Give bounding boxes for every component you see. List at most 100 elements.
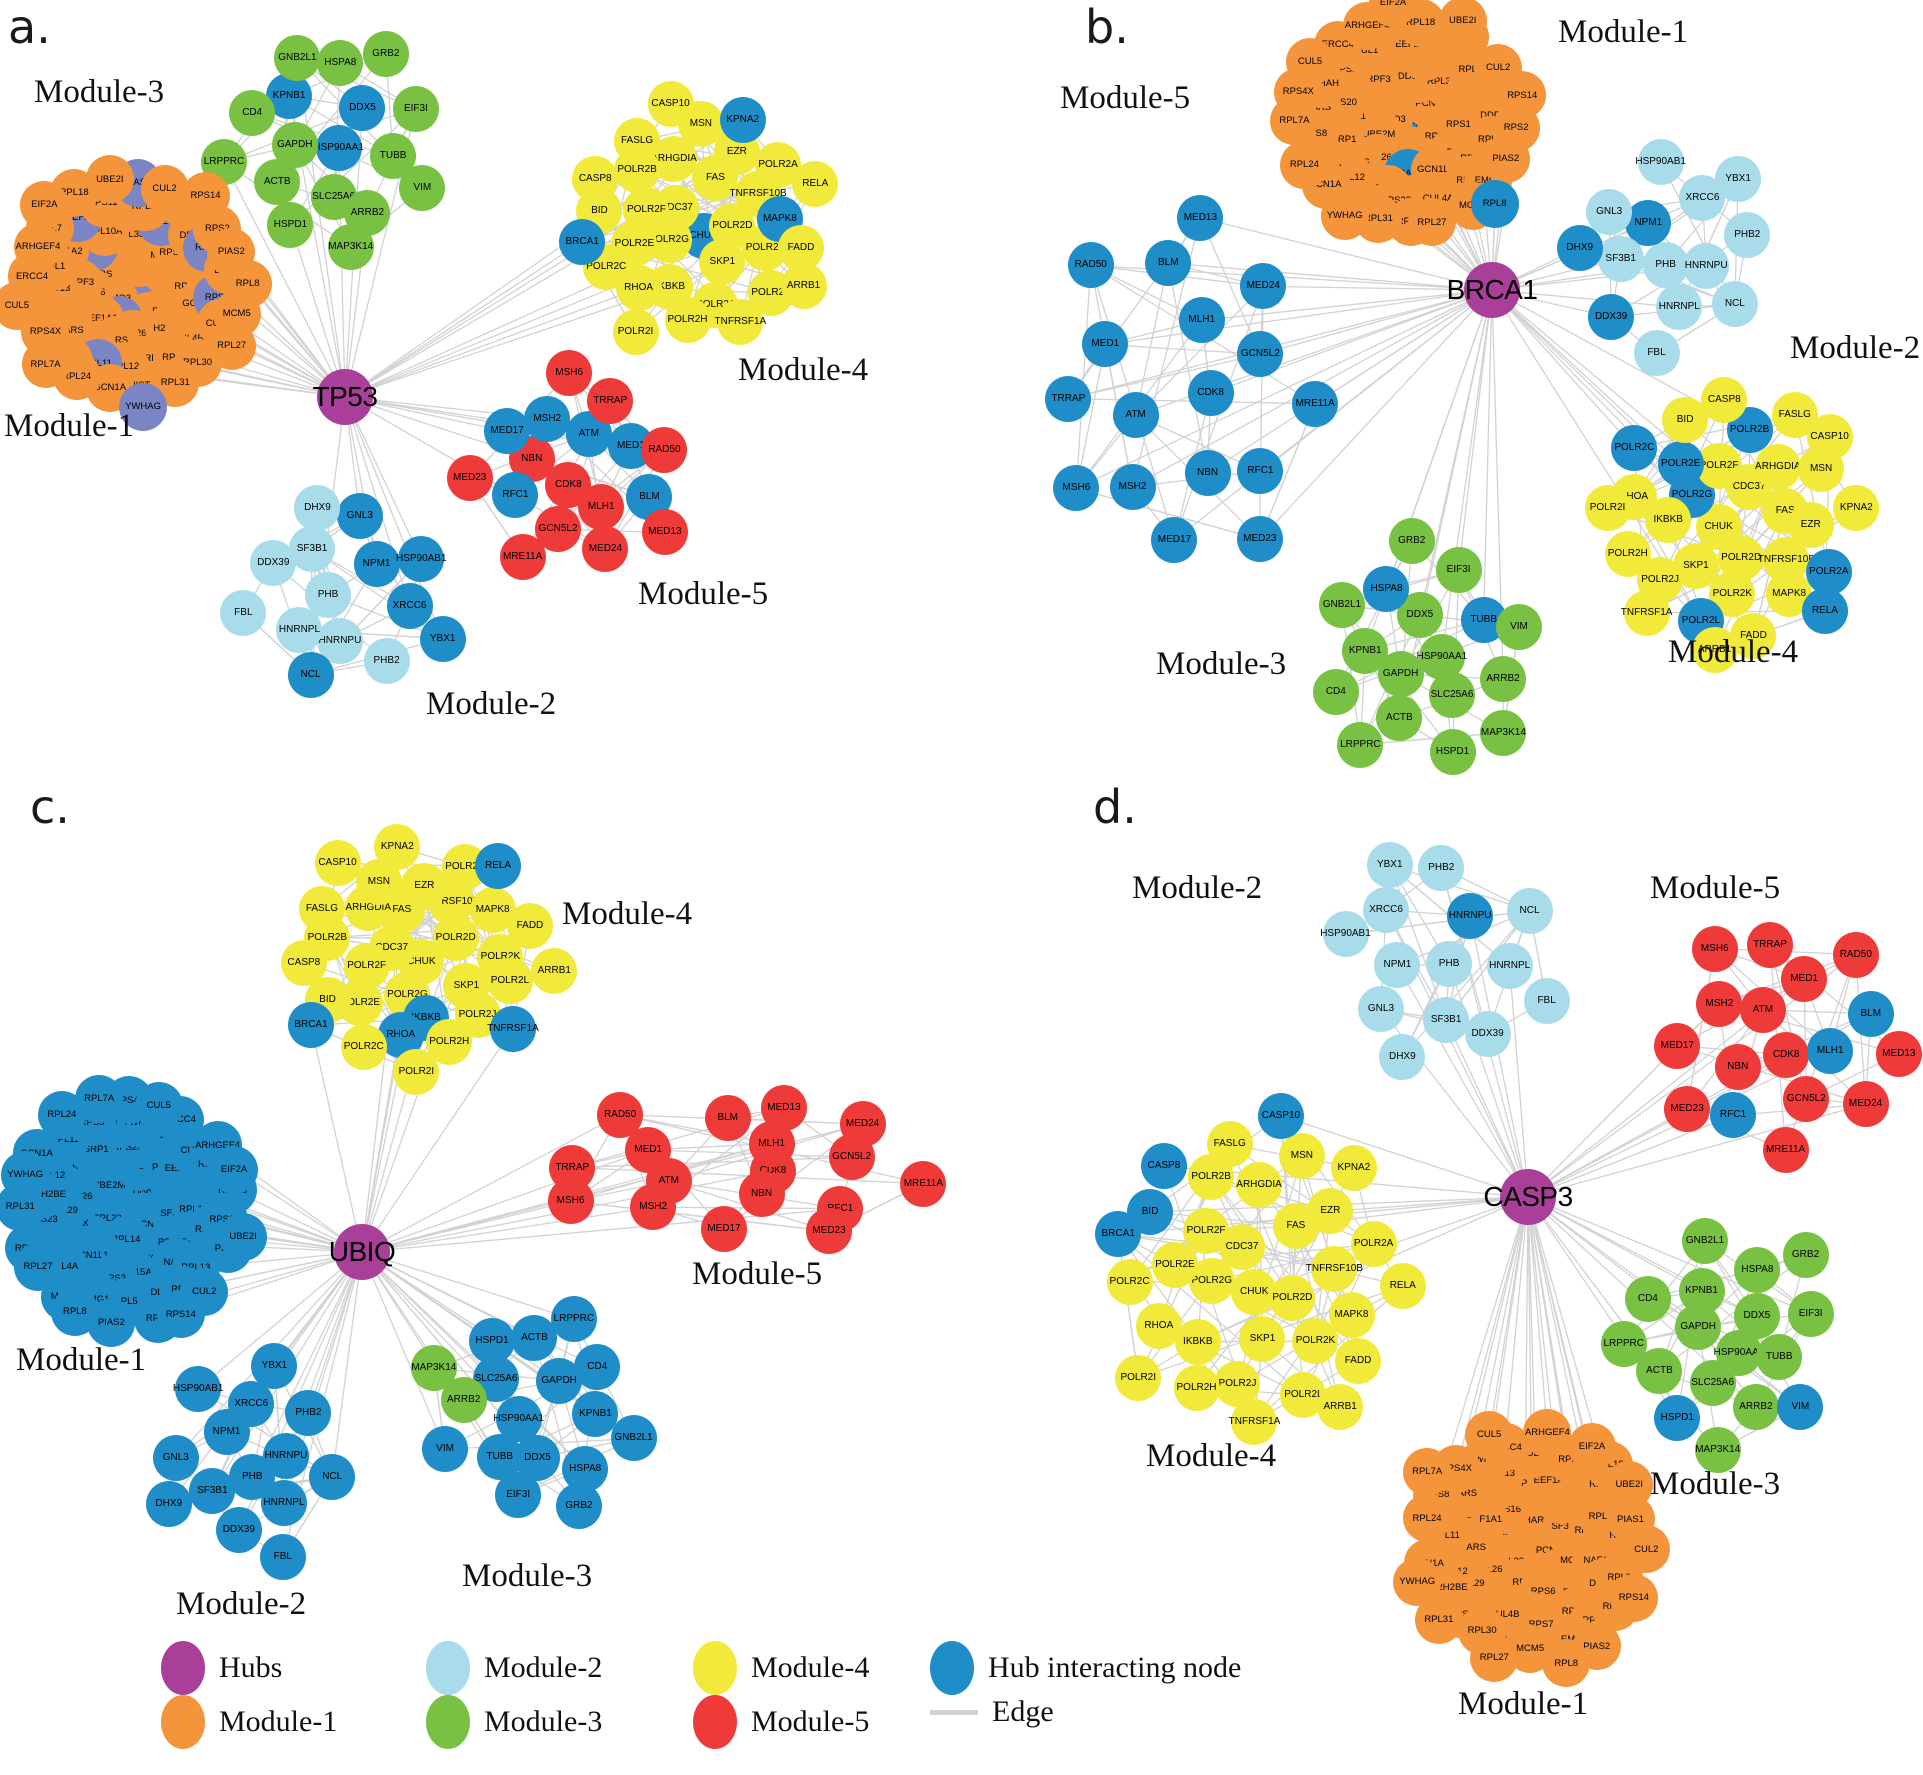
gene-node-label: MED24: [588, 542, 623, 554]
gene-node: CUL5: [1465, 1410, 1514, 1459]
gene-node-label: BID: [591, 204, 608, 216]
gene-node-label: ARHGEF4: [1524, 1427, 1570, 1439]
gene-node: YBX1: [1715, 156, 1762, 203]
gene-node-label: POLR2C: [586, 261, 627, 273]
gene-node-label: RPS4X: [113, 1094, 145, 1106]
edge: [1090, 265, 1134, 487]
gene-node: TNFRSF1A: [715, 298, 766, 345]
gene-node: POLR2I: [393, 1049, 440, 1096]
gene-node: HSP90AB1: [396, 536, 447, 583]
gene-node-label: RPS7: [204, 291, 230, 303]
edge: [1491, 289, 1680, 309]
gene-node-label: DHX9: [1566, 241, 1594, 253]
module-label: Module-2: [426, 686, 557, 722]
gene-node-label: CDK8: [1197, 387, 1224, 399]
gene-node-label: YBX1: [1376, 859, 1403, 871]
gene-node-label: RPL8: [235, 278, 260, 290]
gene-node-label: DDX39: [1471, 1027, 1504, 1039]
gene-node-label: PIAS2: [217, 246, 245, 258]
gene-node-label: RHOA: [624, 282, 654, 294]
gene-node-label: FASLG: [1213, 1138, 1246, 1150]
gene-node-label: CUL2: [192, 1285, 217, 1297]
gene-node: NCL: [287, 651, 334, 698]
gene-node-label: GRB2: [1398, 535, 1426, 547]
gene-node: POLR2G: [1188, 1258, 1235, 1305]
gene-node-label: KPNB1: [1685, 1285, 1718, 1297]
gene-node-label: MED17: [490, 425, 524, 437]
gene-node: GNB2L1: [274, 34, 321, 81]
gene-node-label: MED13: [648, 526, 682, 538]
gene-node-label: HARS: [132, 1185, 160, 1197]
gene-node-label: POLR2D: [1721, 551, 1762, 563]
gene-node: RFC1: [492, 472, 539, 519]
edge: [1201, 289, 1493, 321]
gene-node-label: GCN5L2: [1240, 348, 1280, 360]
legend-item: Module-5: [693, 1695, 869, 1749]
gene-node-label: TNFRSF10B: [1757, 553, 1816, 565]
gene-node: HNRNPL: [260, 1480, 307, 1527]
gene-node-label: MED1: [1790, 973, 1818, 985]
module-label: Module-1: [1558, 14, 1689, 50]
gene-node-label: CHUK: [689, 229, 718, 241]
gene-node-label: RPS11: [88, 197, 118, 209]
edge: [1280, 1115, 1529, 1198]
gene-node-label: TNFRSF1A: [1620, 606, 1673, 618]
gene-node: UBE2I: [219, 1212, 268, 1261]
gene-node: VIM: [399, 165, 446, 212]
gene-node-label: CUL2: [1485, 61, 1511, 73]
gene-node: SLC25A6: [1689, 1360, 1736, 1407]
gene-node-label: RELA: [1389, 1280, 1416, 1292]
gene-node-label: MRE11A: [1765, 1144, 1806, 1156]
gene-node: NCL: [1711, 281, 1758, 328]
gene-node-label: KARS: [1451, 1487, 1478, 1499]
gene-node-label: POLR2D: [1272, 1291, 1313, 1303]
gene-node-label: GNL3: [346, 509, 373, 521]
edge: [344, 396, 378, 564]
hub-node-label: UBIQ: [328, 1236, 396, 1267]
gene-node-label: GNL3: [1367, 1003, 1395, 1015]
gene-node-label: CUL4B: [1488, 1608, 1520, 1620]
gene-node: HNRNPL: [1656, 284, 1703, 331]
gene-node-label: EIF3I: [1798, 1307, 1823, 1319]
edge: [1330, 1196, 1529, 1212]
edge: [197, 1251, 363, 1390]
gene-node: FASLG: [614, 117, 661, 164]
gene-node: YWHAG: [1320, 191, 1369, 240]
gene-node-label: CHUK: [1704, 521, 1733, 533]
gene-node-label: MSN: [689, 118, 712, 130]
gene-node-label: BID: [319, 993, 336, 1005]
gene-node: ARHGDIA: [1236, 1161, 1283, 1208]
gene-node-label: DDX5: [349, 101, 376, 113]
gene-node: KPNA2: [374, 824, 421, 871]
gene-node: CUL2: [140, 165, 189, 214]
edge: [361, 1028, 514, 1253]
gene-node: POLR2F: [1696, 442, 1743, 489]
gene-node: POLR2H: [1173, 1364, 1220, 1411]
gene-node: TRRAP: [1045, 375, 1092, 422]
gene-node: GCN5L2: [1237, 331, 1284, 378]
gene-node-label: KPNA2: [1337, 1161, 1371, 1173]
gene-node-label: POLR2A: [1809, 565, 1849, 577]
gene-node-label: POLR2K: [745, 241, 786, 253]
gene-node-label: BLM: [639, 490, 660, 502]
gene-node: HSP90AB1: [1320, 911, 1371, 958]
gene-node: FADD: [506, 902, 553, 949]
gene-node: SF3B1: [289, 526, 336, 573]
gene-node: LRPPRC: [1600, 1320, 1647, 1367]
gene-node: GRB2: [1782, 1232, 1829, 1279]
gene-node: FASLG: [1206, 1121, 1253, 1168]
gene-node: FADD: [778, 225, 824, 272]
gene-node: GRB2: [556, 1482, 603, 1529]
gene-node-label: PIAS2: [1583, 1640, 1611, 1652]
edge: [1295, 1225, 1359, 1362]
gene-node-label: CDC37: [1225, 1240, 1259, 1252]
gene-node-label: UBE2I: [1615, 1479, 1643, 1491]
gene-node-label: GCN5L2: [832, 1151, 872, 1163]
gene-node-label: TUBB: [1765, 1350, 1793, 1362]
gene-node: PHB2: [1724, 211, 1771, 258]
gene-node-label: RPL7A: [30, 358, 61, 370]
gene-node: RELA: [475, 843, 522, 890]
gene-node: PHB: [1642, 241, 1689, 288]
gene-node-label: HNRNPL: [278, 623, 321, 635]
gene-node-label: SSRP1: [1325, 134, 1357, 146]
